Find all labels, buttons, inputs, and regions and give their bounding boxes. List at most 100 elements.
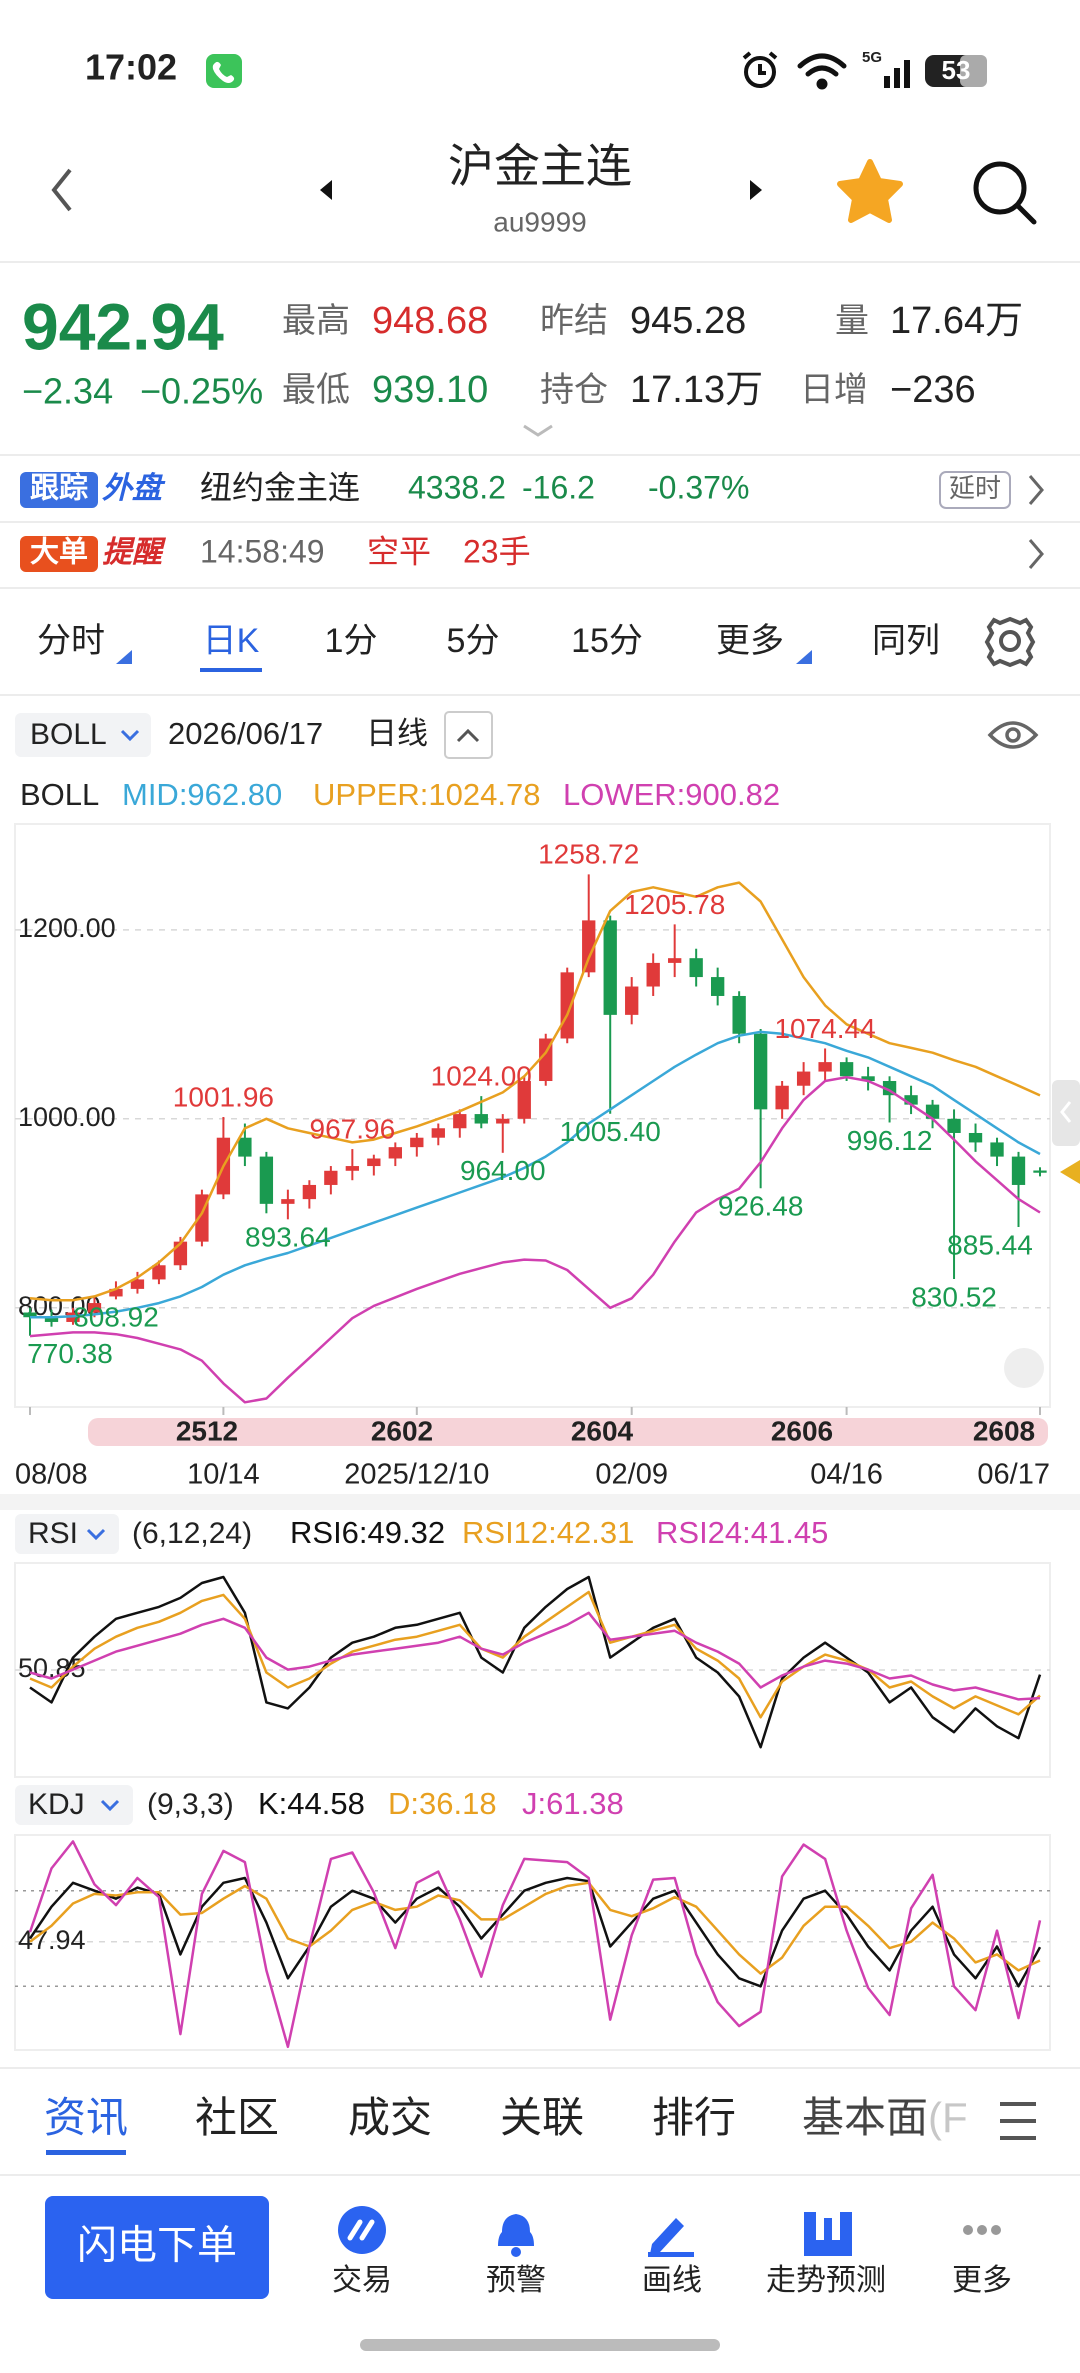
candle-body [496, 1118, 510, 1124]
field-label: 日增 [800, 371, 868, 409]
back-button[interactable] [51, 168, 72, 212]
bottom-tab[interactable]: 成交 [348, 2094, 432, 2141]
period-tab[interactable]: 同列 [872, 622, 940, 660]
series-line [28, 1876, 1042, 1988]
contract-label: 2608 [973, 1415, 1035, 1446]
legend-entry: RSI6:49.32 [290, 1515, 445, 1550]
indicator-select[interactable] [15, 713, 151, 757]
candle-body [431, 1128, 445, 1138]
legend-entry: K:44.58 [258, 1786, 365, 1821]
prev-button[interactable] [320, 180, 332, 200]
x-tick-label: 04/16 [810, 1459, 883, 1491]
block-size: 23手 [463, 533, 531, 569]
series-line [29, 1075, 1041, 1404]
select-caret [86, 1528, 106, 1541]
candle-body [173, 1241, 188, 1266]
candle-body [517, 1081, 531, 1119]
battery-empty [960, 55, 987, 87]
favorite-star[interactable] [837, 159, 903, 223]
collapse-button[interactable] [444, 711, 493, 759]
action-label: 更多 [952, 2264, 1012, 2297]
chevron[interactable] [1028, 539, 1044, 569]
eye-button[interactable] [987, 721, 1039, 749]
candle-body [474, 1114, 488, 1124]
tag-bg [20, 472, 98, 508]
candle-body [968, 1132, 983, 1143]
indicator-params: (9,3,3) [147, 1788, 234, 1821]
period-tab[interactable]: 日K [203, 622, 260, 660]
search-button[interactable] [973, 161, 1037, 225]
ai-strip [88, 1418, 1048, 1446]
field-value: 17.13万 [630, 369, 763, 411]
low-label: 926.48 [718, 1191, 804, 1222]
network-label: 5G [862, 49, 882, 66]
fullscreen-button[interactable] [1004, 1348, 1044, 1388]
period-tab[interactable]: 1分 [325, 622, 378, 660]
y-tick-label: 1200.00 [18, 913, 116, 943]
header-code: au9999 [493, 206, 586, 237]
overseas-name: 纽约金主连 [200, 469, 360, 505]
candle-body [152, 1265, 166, 1280]
x-tick-label: 06/17 [977, 1459, 1050, 1491]
legend-entry: D:36.18 [388, 1786, 497, 1821]
x-tick-label: 10/14 [187, 1459, 260, 1491]
chevron[interactable] [1028, 475, 1044, 505]
bottom-tab[interactable]: 资讯 [44, 2094, 128, 2141]
more-icon[interactable] [963, 2225, 1001, 2235]
candle-body [1033, 1170, 1047, 1173]
indicator-select[interactable] [15, 1785, 133, 1825]
bottom-tab[interactable]: 排行 [652, 2094, 736, 2141]
action-label: 预警 [486, 2264, 546, 2297]
status-time: 17:02 [85, 47, 177, 88]
contract-label: 2606 [771, 1415, 833, 1446]
period-tab[interactable]: 更多 [716, 622, 784, 660]
series-line [29, 1611, 1041, 1701]
alert-icon[interactable] [498, 2214, 534, 2246]
candle-body [259, 1156, 274, 1204]
indicator-params: (6,12,24) [132, 1517, 252, 1550]
indicator-select[interactable] [15, 1514, 119, 1554]
indicator-name: RSI [28, 1517, 78, 1550]
field-label: 最高 [282, 302, 350, 340]
legend-entry: MID:962.80 [122, 777, 282, 812]
alert-glyph [511, 2247, 521, 2257]
low-label: 893.64 [245, 1222, 331, 1253]
menu-button[interactable] [1000, 2102, 1036, 2140]
candle-body [603, 920, 617, 1015]
series-line [29, 881, 1041, 1302]
expand-caret[interactable] [523, 424, 553, 437]
action-label: 走势预测 [766, 2264, 886, 2297]
period-tab[interactable]: 分时 [37, 622, 105, 660]
period-tab[interactable]: 15分 [571, 622, 643, 660]
forecast-icon[interactable] [804, 2212, 852, 2256]
candle-body [646, 962, 660, 987]
indicator-name: BOLL [30, 718, 107, 751]
legend-entry: J:61.38 [522, 1786, 624, 1821]
primary-button[interactable] [45, 2196, 269, 2299]
trade-icon[interactable] [338, 2206, 386, 2254]
high-label: 1205.78 [624, 889, 725, 920]
call-icon [206, 54, 242, 88]
chart-date: 2026/06/17 [168, 716, 323, 751]
delay-button[interactable] [939, 471, 1011, 509]
collapse-caret [456, 728, 480, 743]
next-button[interactable] [750, 180, 762, 200]
call-glyph [212, 61, 235, 83]
delay-label: 延时 [949, 473, 1001, 503]
candle-body [710, 977, 725, 996]
block-action: 空平 [367, 533, 431, 569]
legend-entry: LOWER:900.82 [563, 777, 780, 812]
low-label: 1005.40 [560, 1116, 661, 1147]
low-label: 964.00 [460, 1155, 546, 1186]
legend-entry: UPPER:1024.78 [313, 777, 540, 812]
bottom-tab[interactable]: 关联 [500, 2094, 584, 2141]
contract-label: 2602 [371, 1415, 433, 1446]
bottom-tab[interactable]: 社区 [195, 2094, 279, 2141]
series-line [29, 1881, 1041, 1975]
chart-period: 日线 [366, 716, 428, 751]
draw-icon[interactable] [650, 2218, 684, 2254]
trade-glyph [347, 2219, 375, 2241]
settings-button[interactable] [984, 616, 1036, 668]
period-tab[interactable]: 5分 [447, 622, 500, 660]
side-handle[interactable] [1052, 1080, 1080, 1146]
